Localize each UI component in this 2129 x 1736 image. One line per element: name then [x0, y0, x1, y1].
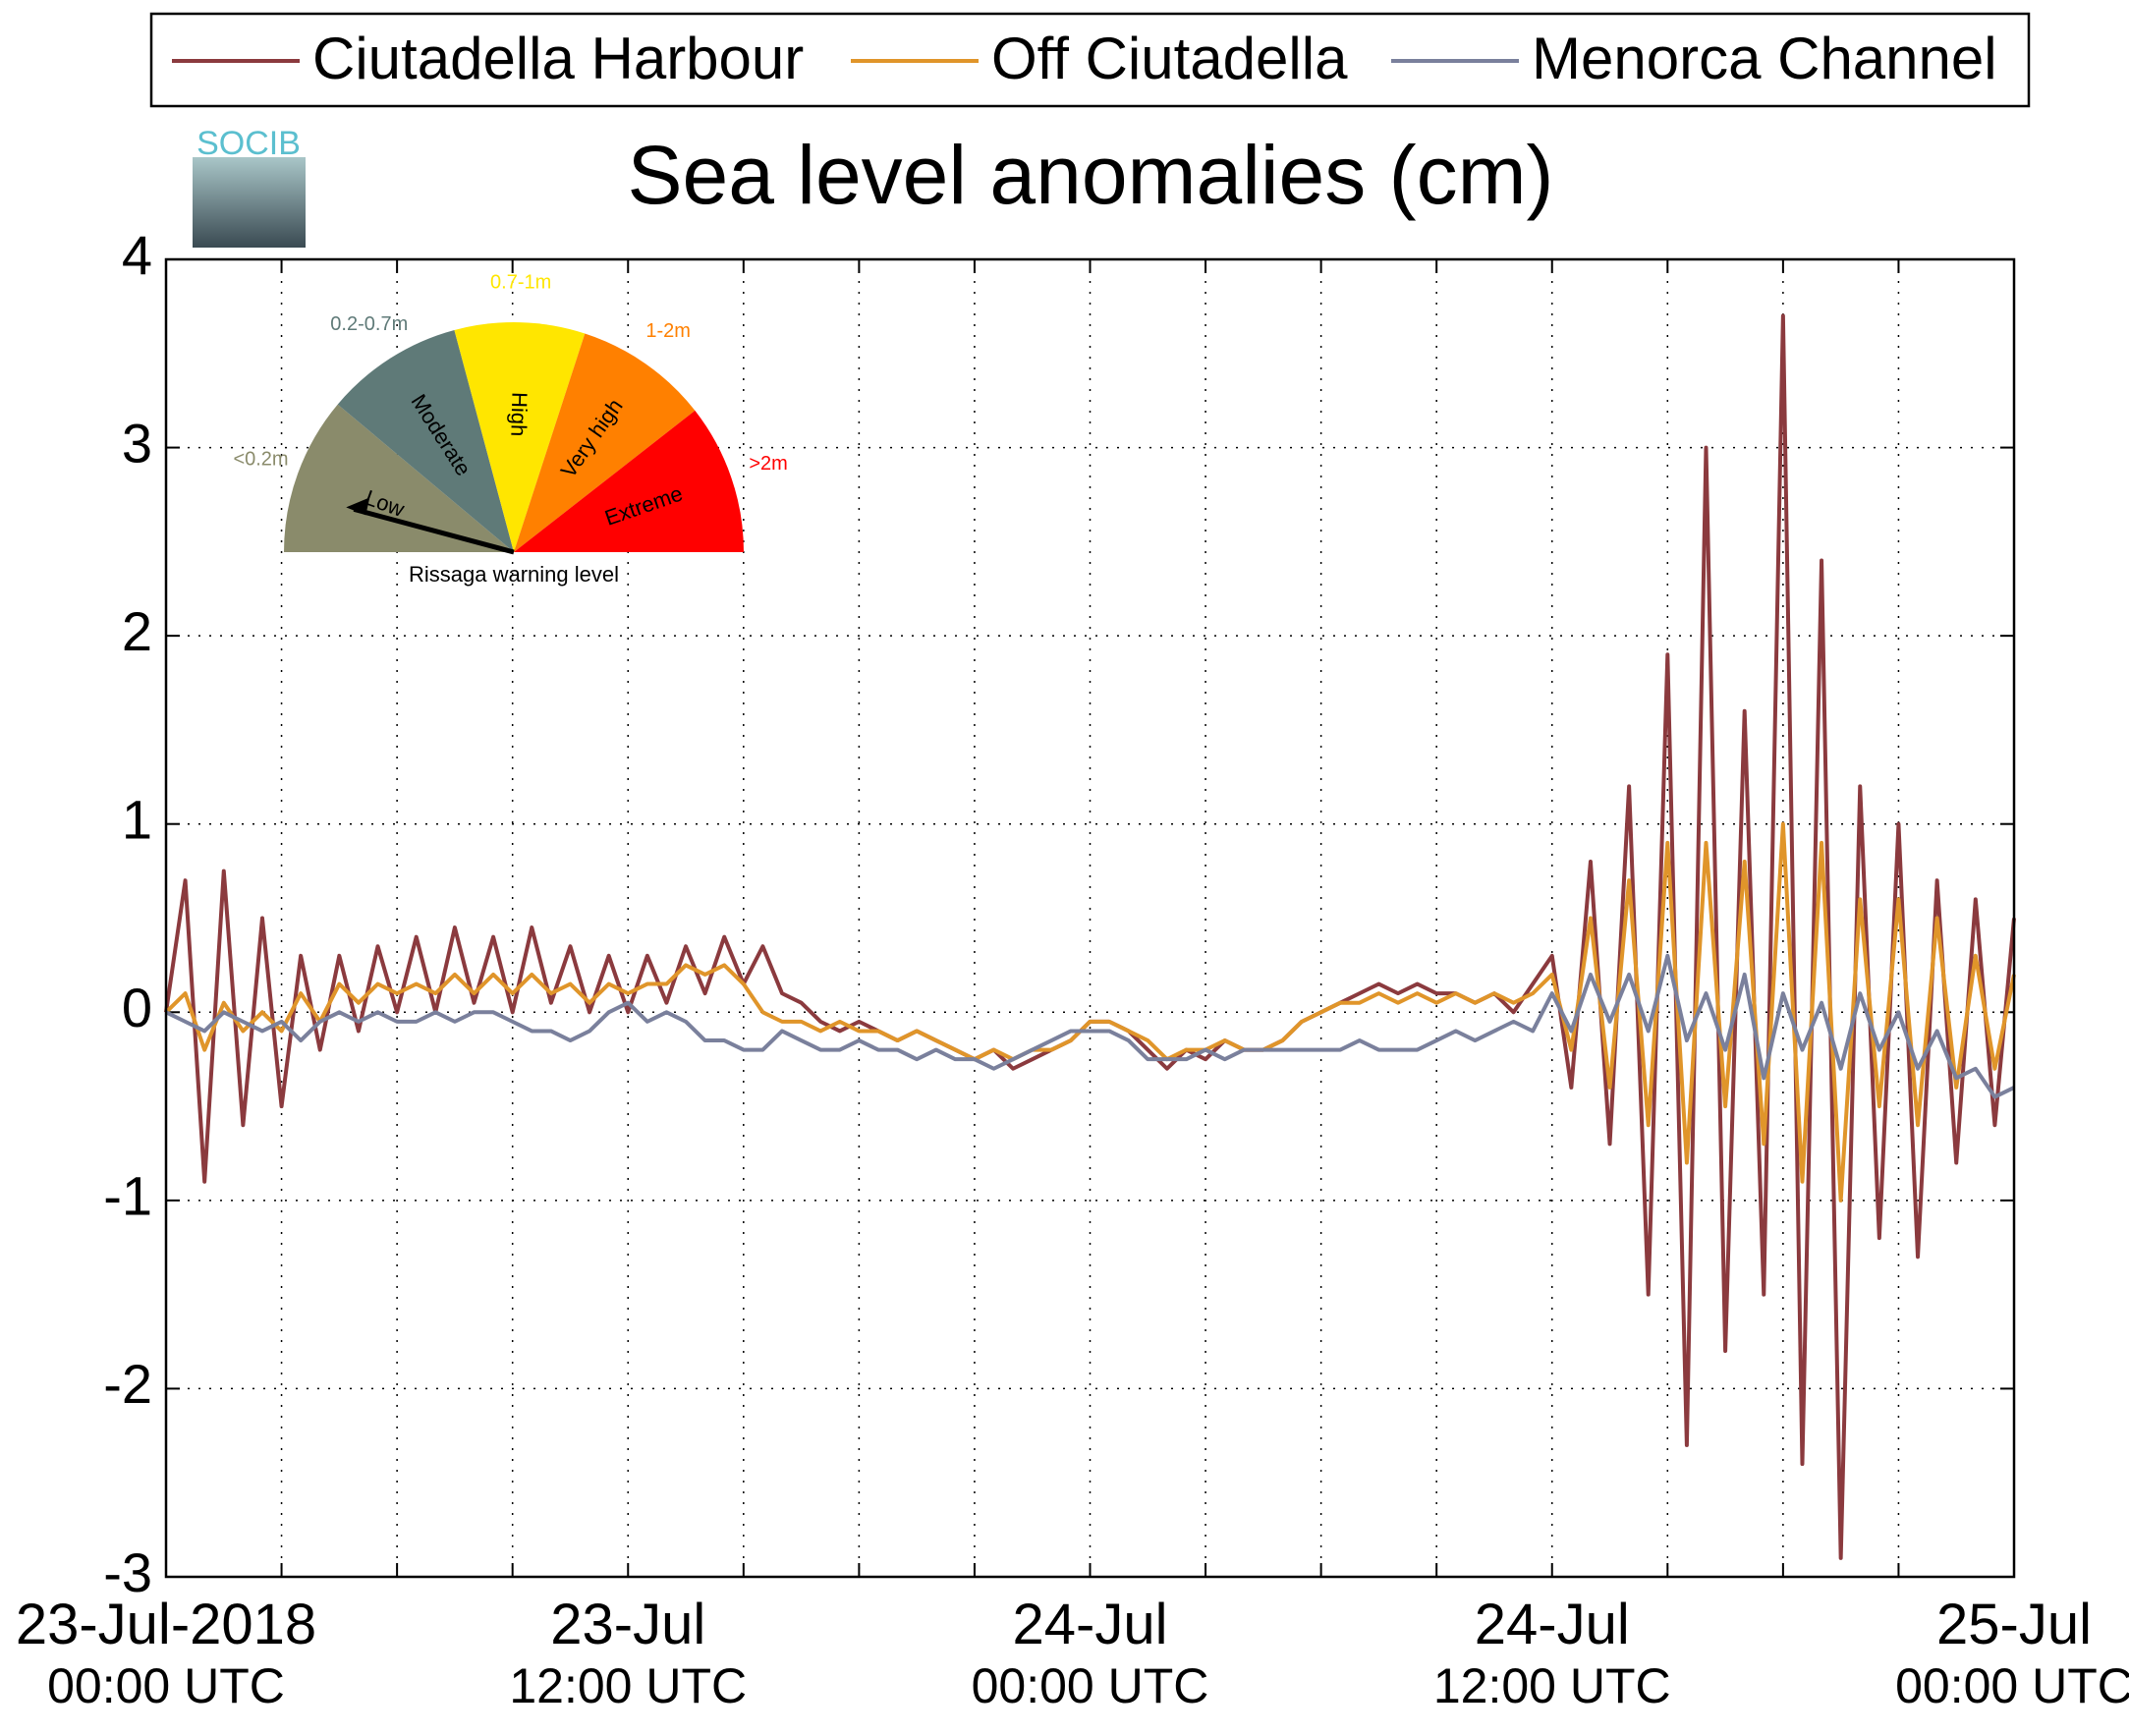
gauge-sector [514, 410, 744, 552]
y-tick-label: 1 [122, 789, 152, 851]
legend-label: Ciutadella Harbour [312, 26, 804, 91]
y-tick-label: -2 [103, 1353, 152, 1415]
legend-label: Off Ciutadella [991, 26, 1348, 91]
logo: SOCIB [196, 125, 301, 162]
gauge-sector [337, 329, 514, 552]
logo-box [193, 157, 306, 248]
y-tick-label: 3 [122, 412, 152, 474]
gauge-sector [454, 322, 586, 552]
gauge-level-range: >2m [749, 453, 787, 475]
gauge-title: Rissaga warning level [409, 562, 619, 587]
y-tick-label: -1 [103, 1165, 152, 1227]
y-tick-label: 4 [122, 224, 152, 286]
x-tick-label-line: 12:00 UTC [509, 1658, 747, 1713]
legend-label: Menorca Channel [1532, 26, 1997, 91]
y-tick-label: -3 [103, 1541, 152, 1603]
x-tick-label-line: 00:00 UTC [1895, 1658, 2129, 1713]
gauge-level-range: 0.2-0.7m [330, 313, 408, 335]
series-line [165, 953, 2015, 1099]
x-tick-label-line: 24-Jul [1475, 1593, 1630, 1656]
x-tick-label-line: 00:00 UTC [47, 1658, 285, 1713]
x-tick-label: 23-Jul 12:00 UTC [509, 1593, 747, 1713]
gauge-level-range: 0.7-1m [490, 271, 551, 293]
y-tick-label: 0 [122, 977, 152, 1038]
gauge-level-range: <0.2m [233, 449, 288, 471]
x-tick-label: 25-Jul 00:00 UTC [1895, 1593, 2129, 1713]
gauge-needle [353, 506, 515, 555]
x-tick-label: 24-Jul 00:00 UTC [972, 1593, 1209, 1713]
x-tick-label-line: 00:00 UTC [972, 1658, 1209, 1713]
y-tick-label: 2 [122, 600, 152, 662]
x-tick-label-line: 24-Jul [1013, 1593, 1168, 1656]
gauge-needle-head [346, 497, 370, 516]
x-tick-label-line: 12:00 UTC [1433, 1658, 1671, 1713]
x-tick-label-line: 23-Jul [550, 1593, 705, 1656]
chart-title: Sea level anomalies (cm) [627, 129, 1553, 221]
x-tick-label-line: 23-Jul-2018 [16, 1593, 316, 1656]
x-tick-label: 23-Jul-2018 00:00 UTC [16, 1593, 316, 1713]
legend-box [149, 12, 2031, 108]
x-tick-label: 24-Jul 12:00 UTC [1433, 1593, 1671, 1713]
gauge-level-range: 1-2m [645, 320, 691, 342]
plot-frame [164, 257, 2016, 1579]
x-tick-label-line: 25-Jul [1936, 1593, 2092, 1656]
series-line [164, 821, 2016, 1203]
gauge-sector [514, 333, 696, 552]
gauge-level-name: High [506, 392, 532, 437]
gauge-sector [284, 404, 514, 552]
